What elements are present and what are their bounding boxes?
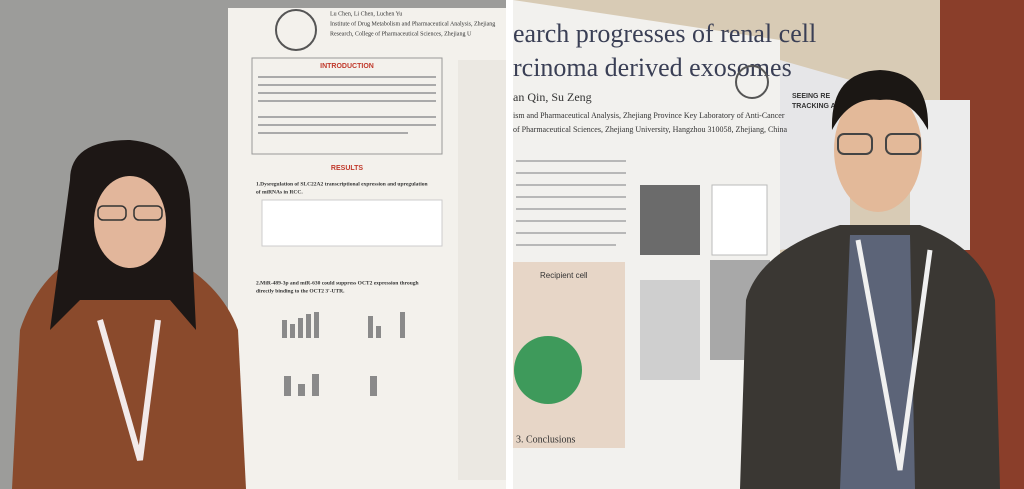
glasses: [97, 205, 127, 221]
diagram-label: Recipient cell: [540, 271, 588, 280]
section-title: 2.MiR-489-3p and miR-630 could suppress …: [256, 280, 419, 286]
poster-column: [458, 60, 506, 480]
glasses: [885, 133, 921, 155]
micrograph: [640, 185, 700, 255]
affiliation: of Pharmaceutical Sciences, Zhejiang Uni…: [513, 125, 788, 134]
right-photo: SEEING RE TRACKING AN earch progresses o…: [513, 0, 1024, 489]
poster-header: Institute of Drug Metabolism and Pharmac…: [330, 20, 495, 27]
authors: an Qin, Su Zeng: [513, 90, 592, 104]
hair: [831, 70, 929, 130]
heading: RESULTS: [331, 165, 363, 172]
face: [94, 176, 166, 268]
section-title: directly binding to the OCT2 3'-UTR.: [256, 288, 345, 294]
figure-bars: [282, 312, 405, 396]
glasses: [837, 133, 873, 155]
section-title: 3. Conclusions: [516, 434, 576, 445]
lanyard: [855, 239, 933, 471]
cell: [514, 336, 582, 404]
figure: [261, 199, 443, 247]
affiliation: ism and Pharmaceutical Analysis, Zhejian…: [513, 111, 785, 120]
heading: INTRODUCTION: [320, 63, 374, 70]
left-photo: Lu Chen, Li Chen, Luchen Yu Institute of…: [0, 0, 506, 489]
side-poster-text: TRACKING AN: [792, 103, 841, 110]
logo: [735, 65, 769, 99]
poster-header: Research, College of Pharmaceutical Scie…: [330, 30, 472, 37]
side-poster-text: SEEING RE: [792, 93, 830, 100]
divider: [506, 0, 513, 489]
section-title: of miRNAs in RCC.: [256, 189, 303, 195]
text-lines: [258, 76, 436, 134]
blot: [640, 280, 700, 380]
side-poster: [780, 60, 850, 250]
section-title: 1.Dysregulation of SLC22A2 transcription…: [256, 181, 428, 187]
text-lines: [516, 160, 626, 246]
lanyard: [97, 319, 161, 461]
poster-title: rcinoma derived exosomes: [513, 53, 792, 82]
logo: [275, 9, 317, 51]
plot: [711, 184, 768, 256]
poster-title: earch progresses of renal cell: [513, 19, 816, 48]
intro-box: [251, 57, 443, 155]
sweater: [840, 235, 915, 489]
face: [834, 88, 922, 212]
glasses: [133, 205, 163, 221]
poster-header: Lu Chen, Li Chen, Luchen Yu: [330, 11, 402, 17]
